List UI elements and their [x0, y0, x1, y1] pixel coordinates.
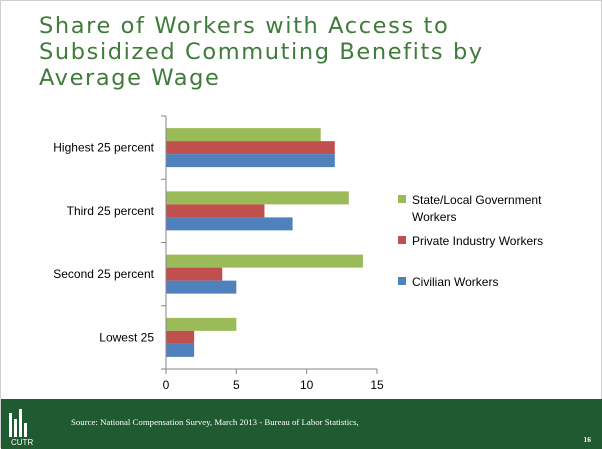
- x-tick-label: 5: [233, 378, 240, 392]
- category-label: Third 25 percent: [67, 204, 155, 218]
- bar: [166, 128, 321, 142]
- category-label: Second 25 percent: [53, 267, 154, 281]
- legend-label: Private Industry Workers: [412, 234, 543, 248]
- title-line-2: Subsidized Commuting Benefits by: [39, 39, 484, 65]
- bar: [166, 191, 349, 205]
- legend-swatch: [398, 195, 406, 203]
- bar: [166, 204, 265, 218]
- slide-number: 16: [583, 435, 592, 444]
- bar-chart: Highest 25 percent Third 25 percent Second…: [53, 115, 543, 392]
- category-label: Highest 25 percent: [53, 141, 154, 155]
- bar: [166, 317, 237, 331]
- cutr-logo-icon: CUTR: [9, 409, 33, 447]
- title-line-3: Average Wage: [39, 65, 221, 91]
- bar: [166, 267, 223, 281]
- bar: [166, 217, 293, 231]
- bar: [166, 154, 335, 168]
- x-tick-label: 0: [163, 378, 170, 392]
- x-tick-label: 15: [370, 378, 384, 392]
- bar: [166, 141, 335, 155]
- legend-swatch: [398, 236, 406, 244]
- legend-swatch: [398, 277, 406, 285]
- footer-bar: CUTR Source: National Compensation Surve…: [1, 399, 602, 449]
- bar: [166, 330, 195, 344]
- bar: [166, 280, 237, 294]
- legend-label: Workers: [412, 210, 456, 224]
- source-note: Source: National Compensation Survey, Ma…: [71, 417, 359, 427]
- category-label: Lowest 25: [99, 330, 154, 344]
- legend-label: Civilian Workers: [412, 275, 498, 289]
- logo-text: CUTR: [11, 438, 33, 447]
- bar: [166, 254, 363, 268]
- slide-title: Share of Workers with Access to Subsidiz…: [39, 13, 579, 91]
- x-tick-label: 10: [300, 378, 314, 392]
- legend-label: State/Local Government: [412, 193, 542, 207]
- title-line-1: Share of Workers with Access to: [39, 13, 450, 39]
- bar: [166, 343, 195, 357]
